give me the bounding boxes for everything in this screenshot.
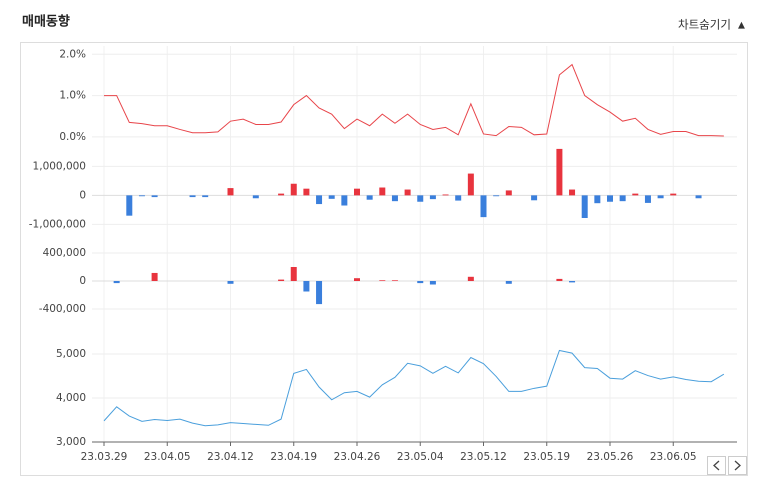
bar	[328, 195, 335, 199]
bar	[379, 187, 386, 196]
x-tick-label: 23.04.12	[207, 451, 254, 463]
x-tick-label: 23.05.26	[587, 451, 634, 463]
toggle-icon[interactable]: ▲	[738, 21, 745, 31]
x-tick-label: 23.05.19	[523, 451, 570, 463]
line	[104, 63, 724, 137]
x-tick-label: 23.05.04	[397, 451, 444, 463]
bar	[189, 195, 196, 198]
bar	[467, 276, 474, 281]
bar	[379, 280, 386, 281]
bar	[354, 188, 360, 196]
bar	[303, 281, 310, 292]
title: 매매동향	[22, 14, 70, 30]
bar	[202, 195, 209, 198]
bar	[354, 278, 360, 281]
line	[103, 349, 725, 427]
bar	[505, 190, 512, 196]
bar	[278, 193, 285, 196]
bar	[417, 281, 424, 284]
bar	[366, 195, 373, 200]
bar	[341, 195, 348, 206]
y-tick-label: 3,000	[56, 436, 86, 448]
bar	[670, 193, 677, 196]
y-tick-label: 400,000	[43, 247, 86, 259]
bar	[644, 195, 651, 203]
bar	[391, 280, 398, 281]
bar	[429, 281, 436, 285]
bar	[632, 193, 639, 196]
bar	[442, 194, 449, 196]
y-tick-label: -400,000	[39, 303, 86, 315]
bar	[303, 188, 310, 196]
x-tick-label: 23.06.05	[650, 451, 697, 463]
bar	[429, 195, 436, 200]
next-button[interactable]	[728, 456, 747, 475]
bar	[505, 281, 512, 284]
bar	[695, 195, 702, 199]
bar	[126, 195, 133, 216]
y-tick-label: 5,000	[56, 348, 86, 360]
bar	[581, 195, 588, 218]
bar	[151, 272, 158, 281]
y-tick-label: 2.0%	[59, 48, 86, 60]
bar	[569, 189, 576, 196]
bar	[556, 148, 563, 196]
bar	[278, 279, 285, 281]
prev-button[interactable]	[707, 456, 726, 475]
bar	[252, 195, 259, 199]
bar	[316, 281, 323, 305]
y-tick-label: 1,000,000	[33, 160, 86, 172]
bar	[391, 195, 398, 202]
bar	[227, 281, 234, 284]
bar	[290, 183, 297, 196]
bar	[657, 195, 664, 199]
bar	[556, 278, 563, 281]
bar	[467, 173, 474, 196]
y-tick-label: -1,000,000	[29, 218, 86, 230]
bar	[227, 188, 234, 196]
x-tick-label: 23.05.12	[460, 451, 507, 463]
bar	[594, 195, 601, 204]
bar	[480, 195, 487, 218]
bar	[531, 195, 538, 201]
bar	[151, 195, 158, 198]
y-tick-label: 0	[79, 189, 86, 201]
bar	[493, 195, 500, 197]
bar	[290, 267, 297, 281]
bar	[607, 195, 613, 202]
toggle-button[interactable]: 차트숨기기	[678, 18, 731, 32]
x-tick-label: 23.03.29	[81, 451, 128, 463]
bar	[113, 281, 120, 284]
bar	[455, 195, 462, 201]
bar	[569, 281, 576, 283]
y-tick-label: 0	[79, 275, 86, 287]
y-tick-label: 1.0%	[59, 90, 86, 102]
chart-frame	[20, 42, 748, 476]
bar	[619, 195, 626, 202]
x-tick-label: 23.04.05	[144, 451, 191, 463]
bar	[316, 195, 323, 205]
bar	[417, 195, 424, 202]
bar	[404, 189, 411, 196]
x-tick-label: 23.04.26	[334, 451, 381, 463]
x-tick-label: 23.04.19	[270, 451, 317, 463]
y-tick-label: 0.0%	[59, 131, 86, 143]
y-tick-label: 4,000	[56, 392, 86, 404]
bar	[138, 195, 145, 197]
